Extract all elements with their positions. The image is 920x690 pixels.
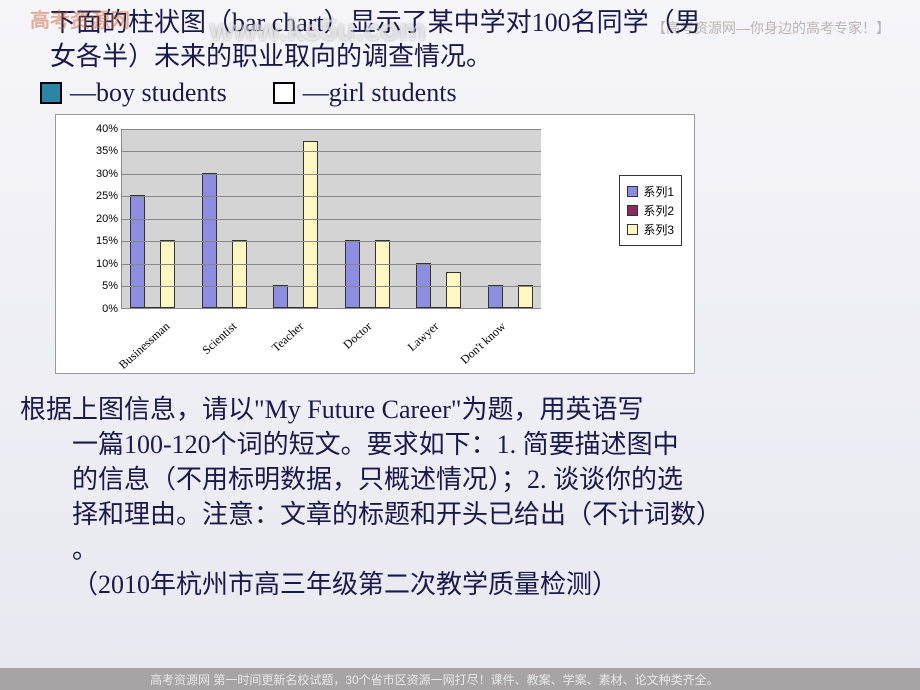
intro-line-2: 女各半）未来的职业取向的调查情况。 (50, 42, 492, 71)
y-tick-label: 40% (86, 123, 118, 135)
bar (431, 307, 446, 308)
x-axis-label: Don't know (458, 319, 510, 368)
legend-series-label: 系列2 (643, 202, 674, 219)
grid-line (122, 151, 541, 152)
bottom-line-1: 根据上图信息，请以"My Future Career"为题，用英语写 (20, 395, 644, 424)
legend-row: 系列1 (627, 183, 674, 200)
bar-group (273, 141, 318, 308)
grid-line (122, 219, 541, 220)
grid-line (122, 241, 541, 242)
bar-group (130, 195, 175, 308)
bottom-line-3: 的信息（不用标明数据，只概述情况）；2. 谈谈你的选 (20, 462, 880, 497)
legend-series-label: 系列3 (643, 221, 674, 238)
bottom-line-4: 择和理由。注意：文章的标题和开头已给出（不计词数） (20, 497, 880, 532)
custom-legend: —boy students —girl students (0, 78, 920, 114)
y-tick-label: 0% (86, 303, 118, 315)
bar-group (345, 240, 390, 308)
instructions-text: 根据上图信息，请以"My Future Career"为题，用英语写 一篇100… (0, 374, 920, 603)
bottom-line-5: 。 (20, 532, 880, 567)
boy-legend-box (40, 82, 62, 104)
bar (232, 240, 247, 308)
bar (303, 141, 318, 308)
legend-row: 系列3 (627, 221, 674, 238)
bar (503, 307, 518, 308)
x-axis-label: Doctor (340, 319, 375, 352)
y-tick-label: 25% (86, 190, 118, 202)
bar (416, 263, 431, 308)
boy-legend-label: —boy students (70, 78, 227, 108)
intro-line-1: 下面的柱状图（bar chart）显示了某中学对100名同学（男 (50, 8, 701, 37)
bar (130, 195, 145, 308)
x-axis-label: Lawyer (405, 319, 442, 355)
y-tick-label: 15% (86, 235, 118, 247)
x-axis-label: Scientist (199, 319, 240, 358)
bar (375, 240, 390, 308)
y-tick-label: 10% (86, 258, 118, 270)
bar (288, 307, 303, 308)
legend-row: 系列2 (627, 202, 674, 219)
x-axis-label: Businessman (116, 319, 173, 373)
bar (202, 173, 217, 308)
bar-group (488, 285, 533, 308)
y-tick-label: 20% (86, 213, 118, 225)
bar (518, 285, 533, 308)
x-axis-label: Teacher (269, 319, 307, 355)
legend-swatch (627, 205, 638, 216)
bar-chart: 0%5%10%15%20%25%30%35%40% BusinessmanSci… (55, 114, 695, 374)
plot-area: 0%5%10%15%20%25%30%35%40% (121, 129, 541, 309)
legend-series-label: 系列1 (643, 183, 674, 200)
y-tick-label: 30% (86, 168, 118, 180)
y-tick-label: 35% (86, 145, 118, 157)
intro-text: 下面的柱状图（bar chart）显示了某中学对100名同学（男 女各半）未来的… (0, 0, 920, 78)
chart-legend: 系列1 系列2 系列3 (619, 175, 682, 246)
x-axis-labels: BusinessmanScientistTeacherDoctorLawyerD… (121, 313, 541, 368)
bar (360, 307, 375, 308)
footer-watermark: 高考资源网 第一时间更新名校试题，30个省市区资源一网打尽！课件、教案、学案、素… (0, 668, 920, 690)
girl-legend-box (273, 82, 295, 104)
bar (160, 240, 175, 308)
bar (345, 240, 360, 308)
grid-line (122, 174, 541, 175)
bar-group (416, 263, 461, 308)
grid-line (122, 286, 541, 287)
bar (273, 285, 288, 308)
bar-group (202, 173, 247, 308)
bar (488, 285, 503, 308)
grid-line (122, 129, 541, 130)
bar (217, 307, 232, 308)
bar (446, 272, 461, 308)
footer-text: 高考资源网 第一时间更新名校试题，30个省市区资源一网打尽！课件、教案、学案、素… (150, 671, 719, 688)
legend-swatch (627, 224, 638, 235)
bottom-line-2: 一篇100-120个词的短文。要求如下：1. 简要描述图中 (20, 427, 880, 462)
bottom-line-6: （2010年杭州市高三年级第二次教学质量检测） (20, 567, 880, 602)
legend-swatch (627, 186, 638, 197)
bar (145, 307, 160, 308)
grid-line (122, 196, 541, 197)
girl-legend-label: —girl students (303, 78, 457, 108)
grid-line (122, 264, 541, 265)
y-tick-label: 5% (86, 280, 118, 292)
